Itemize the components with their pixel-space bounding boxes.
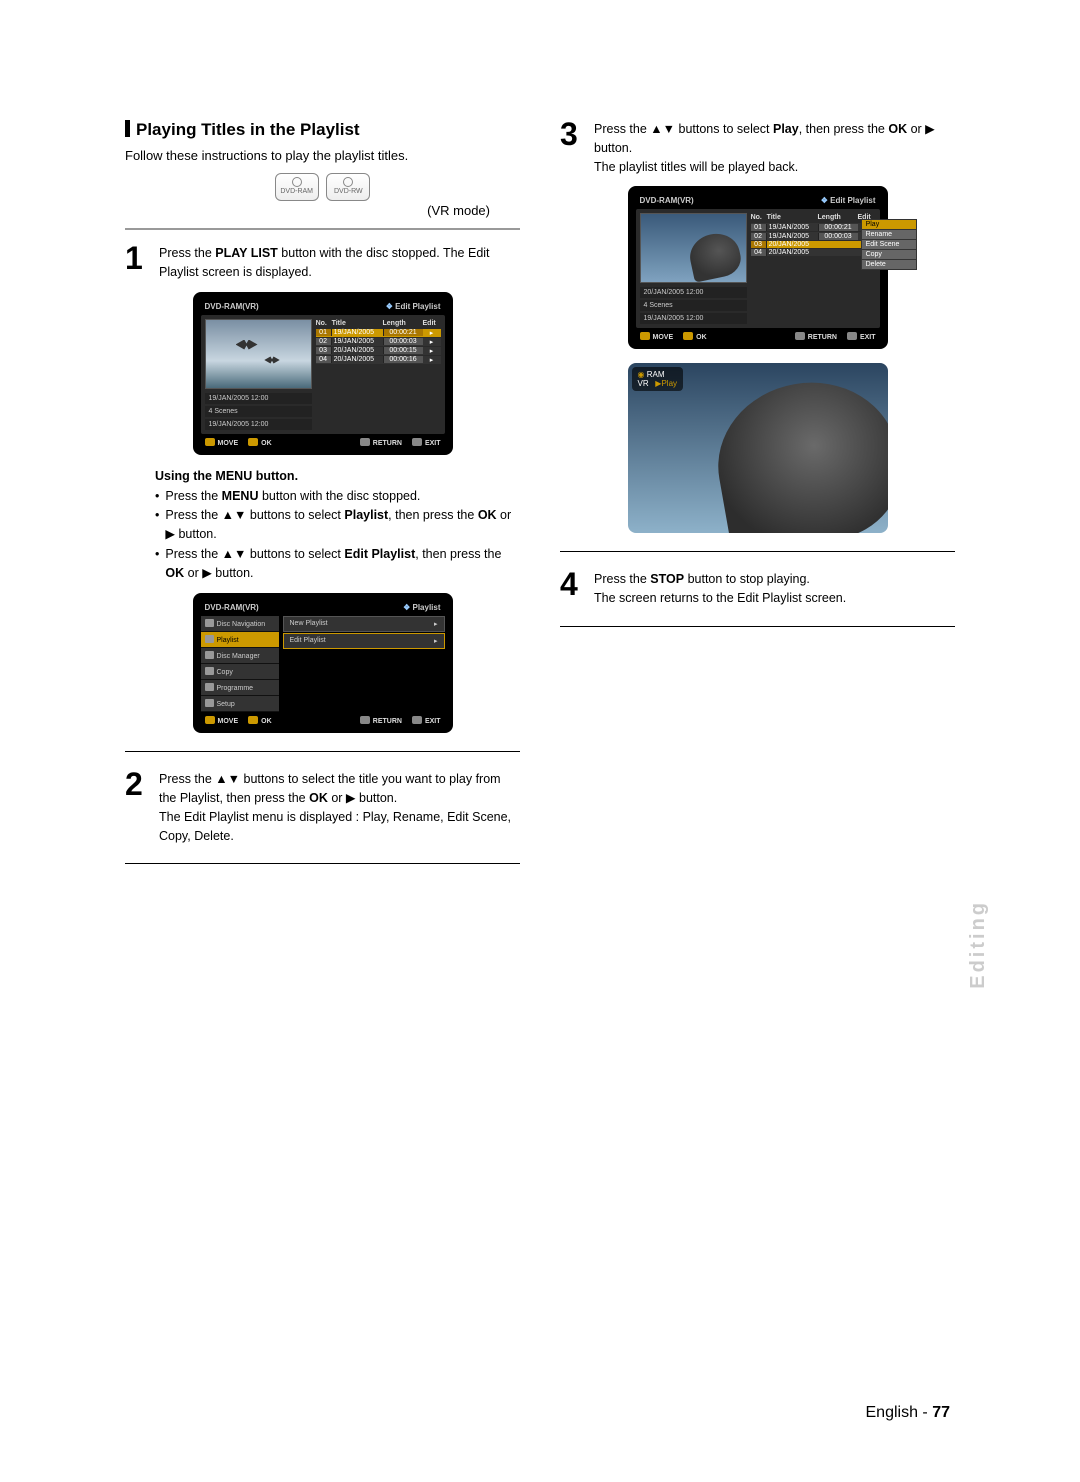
step-4: 4 Press the STOP button to stop playing.… <box>560 570 955 608</box>
badge-dvdrw: DVD-RW <box>326 173 370 201</box>
step-2-text: Press the ▲▼ buttons to select the title… <box>159 770 520 845</box>
step-4-number: 4 <box>560 570 588 608</box>
osd-edit-playlist-1: DVD-RAM(VR) Edit Playlist 19/JAN/2005 12… <box>193 292 453 455</box>
osd1-info: 19/JAN/2005 12:00 4 Scenes 19/JAN/2005 1… <box>205 393 312 430</box>
osd-ok: OK <box>248 438 272 447</box>
side-tab-editing: Editing <box>967 900 990 989</box>
osd-playback: RAM VR ▶Play <box>628 363 888 533</box>
divider <box>125 751 520 752</box>
step-3-number: 3 <box>560 120 588 176</box>
step-1: 1 Press the PLAY LIST button with the di… <box>125 244 520 282</box>
step-2: 2 Press the ▲▼ buttons to select the tit… <box>125 770 520 845</box>
step-3-text: Press the ▲▼ buttons to select Play, the… <box>594 120 955 176</box>
section-title: Playing Titles in the Playlist <box>125 120 520 140</box>
title-bar-marker <box>125 120 130 137</box>
step-1-text: Press the PLAY LIST button with the disc… <box>159 244 520 282</box>
using-menu-list: Press the MENU button with the disc stop… <box>155 487 520 584</box>
divider <box>560 626 955 627</box>
table-row: 0119/JAN/200500:00:21▸ <box>316 329 441 337</box>
page-footer: English - 77 <box>866 1404 951 1422</box>
intro-text: Follow these instructions to play the pl… <box>125 148 520 163</box>
osd-return: RETURN <box>360 438 402 447</box>
right-column: 3 Press the ▲▼ buttons to select Play, t… <box>560 120 955 882</box>
osd-exit: EXIT <box>412 438 441 447</box>
table-row: 0320/JAN/200500:00:15▸ <box>316 347 441 355</box>
section-title-text: Playing Titles in the Playlist <box>136 120 360 139</box>
left-column: Playing Titles in the Playlist Follow th… <box>125 120 520 882</box>
using-menu-heading: Using the MENU button. <box>155 469 520 483</box>
osd1-thumbnail <box>205 319 312 389</box>
badge-dvdram: DVD-RAM <box>275 173 319 201</box>
osd1-format: DVD-RAM(VR) <box>205 302 259 311</box>
osd1-title: Edit Playlist <box>386 302 441 311</box>
osd2-title: Playlist <box>403 603 440 612</box>
table-row: 0420/JAN/2005 <box>751 249 876 256</box>
step-1-number: 1 <box>125 244 153 282</box>
osd2-format: DVD-RAM(VR) <box>205 603 259 612</box>
osd-edit-playlist-2: DVD-RAM(VR) Edit Playlist 20/JAN/2005 12… <box>628 186 888 349</box>
table-row: 0420/JAN/200500:00:16▸ <box>316 356 441 364</box>
step-2-number: 2 <box>125 770 153 845</box>
osd-move: MOVE <box>205 438 239 447</box>
divider <box>125 228 520 230</box>
table-row: 0219/JAN/200500:00:03▸ <box>751 232 876 240</box>
table-row: 0119/JAN/200500:00:21▸ <box>751 223 876 231</box>
osd2-menu-left: Disc Navigation Playlist Disc Manager Co… <box>201 616 279 712</box>
table-row: 0320/JAN/2005 Play Rename Edit Scene Cop… <box>751 241 876 248</box>
step-3: 3 Press the ▲▼ buttons to select Play, t… <box>560 120 955 176</box>
disc-badges: DVD-RAM DVD-RW <box>125 173 520 201</box>
osd2-menu-right: New Playlist▸ Edit Playlist▸ <box>283 616 445 712</box>
divider <box>560 551 955 552</box>
vr-mode-label: (VR mode) <box>125 203 520 218</box>
table-row: 0219/JAN/200500:00:03▸ <box>316 338 441 346</box>
divider <box>125 863 520 864</box>
osd3-thumbnail <box>640 213 747 283</box>
step-4-text: Press the STOP button to stop playing. T… <box>594 570 846 608</box>
osd-playlist-menu: DVD-RAM(VR) Playlist Disc Navigation Pla… <box>193 593 453 733</box>
